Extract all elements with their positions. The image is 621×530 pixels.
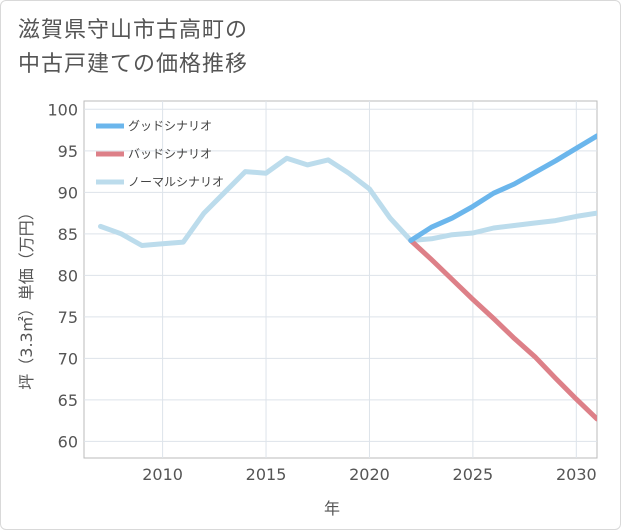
grid-lines: [84, 101, 597, 458]
y-tick-label: 95: [58, 142, 78, 161]
y-tick-label: 75: [58, 308, 78, 327]
chart-title-line1: 滋賀県守山市古高町の: [18, 18, 249, 43]
legend-label: バッドシナリオ: [128, 147, 212, 161]
y-tick-label: 65: [58, 391, 78, 410]
series-line-1: [408, 238, 597, 422]
y-axis-label: 坪（3.3㎡）単価（万円）: [17, 204, 36, 389]
x-tick-label: 2025: [453, 465, 494, 484]
plot-area: [83, 100, 598, 459]
chart-title: 滋賀県守山市古高町の 中古戸建ての価格推移: [18, 14, 248, 82]
y-tick-label: 90: [58, 183, 78, 202]
x-tick-label: 2010: [142, 465, 183, 484]
y-tick-label: 70: [58, 349, 78, 368]
y-tick-label: 60: [58, 432, 78, 451]
y-tick-labels: 60 65 70 75 80 85 90 95 100: [47, 100, 78, 451]
y-tick-label: 100: [47, 100, 78, 119]
series-line-0: [408, 133, 597, 243]
x-tick-labels: 2010 2015 2020 2025 2030: [142, 465, 596, 484]
x-axis-label: 年: [324, 499, 340, 518]
series-lines: [98, 133, 597, 422]
y-tick-label: 80: [58, 266, 78, 285]
legend-label: グッドシナリオ: [128, 119, 212, 133]
x-tick-label: 2020: [349, 465, 390, 484]
legend-label: ノーマルシナリオ: [128, 175, 224, 189]
x-tick-label: 2030: [556, 465, 597, 484]
y-tick-label: 85: [58, 225, 78, 244]
chart-title-line2: 中古戸建ての価格推移: [18, 52, 249, 77]
x-tick-label: 2015: [246, 465, 287, 484]
series-line-2: [98, 155, 597, 248]
